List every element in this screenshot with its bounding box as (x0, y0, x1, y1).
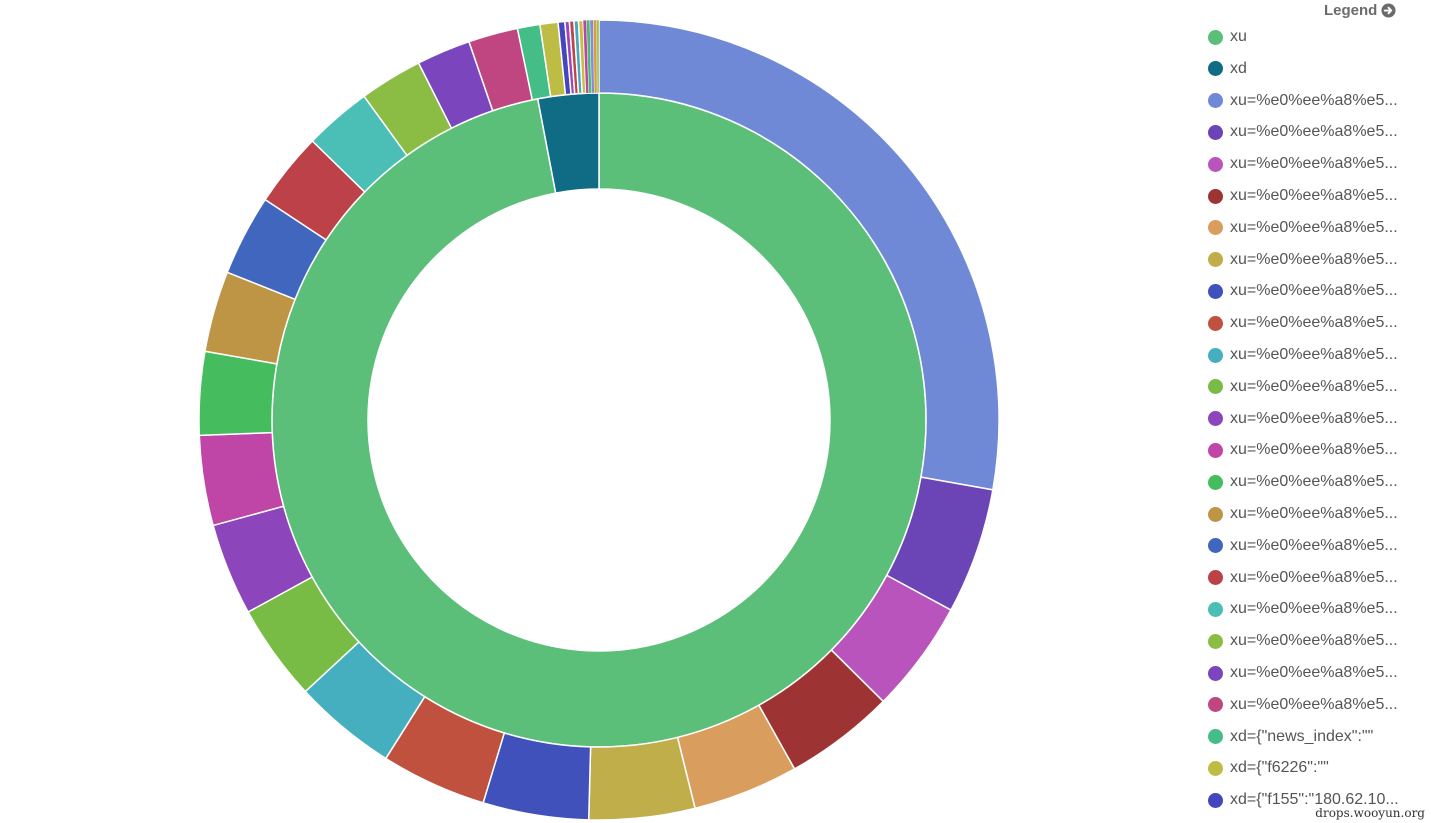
legend-color-dot (1208, 347, 1223, 363)
legend-label: xu=%e0%ee%a8%e5... (1230, 155, 1398, 173)
legend-label: xu=%e0%ee%a8%e5... (1230, 218, 1398, 236)
legend-title: Legend (1324, 2, 1378, 19)
donut-chart-svg (198, 19, 1000, 821)
legend-item[interactable]: xu=%e0%ee%a8%e5... (1200, 439, 1431, 461)
legend-label: xu=%e0%ee%a8%e5... (1230, 695, 1398, 713)
legend: Legend xu xd xu=%e0%ee%a8%e5... xu=%e0%ee%a… (1200, 0, 1431, 823)
legend-item[interactable]: xu=%e0%ee%a8%e5... (1200, 249, 1431, 271)
legend-label: xd (1230, 59, 1247, 77)
outer-ring-slice-12[interactable] (198, 350, 278, 437)
legend-item[interactable]: xu=%e0%ee%a8%e5... (1200, 503, 1431, 525)
legend-item[interactable]: xd={"f6226":"" (1200, 757, 1431, 779)
legend-item[interactable]: xd (1200, 58, 1431, 80)
legend-label: xu=%e0%ee%a8%e5... (1230, 536, 1398, 554)
legend-color-dot (1208, 220, 1223, 236)
legend-item[interactable]: xu=%e0%ee%a8%e5... (1200, 376, 1431, 398)
legend-label: xd={"news_index":"" (1230, 727, 1374, 745)
legend-item[interactable]: xu=%e0%ee%a8%e5... (1200, 153, 1431, 175)
legend-color-dot (1208, 697, 1223, 713)
legend-color-dot (1208, 474, 1223, 490)
legend-color-dot (1208, 283, 1223, 299)
legend-item[interactable]: xu=%e0%ee%a8%e5... (1200, 662, 1431, 684)
legend-label: xu=%e0%ee%a8%e5... (1230, 441, 1398, 459)
legend-item[interactable]: xd={"f155":"180.62.10... (1200, 789, 1431, 811)
legend-label: xu=%e0%ee%a8%e5... (1230, 632, 1398, 650)
legend-color-dot (1208, 124, 1223, 140)
legend-color-dot (1208, 188, 1223, 204)
arrow-circle-right-icon (1381, 3, 1396, 18)
legend-color-dot (1208, 411, 1223, 427)
legend-item[interactable]: xu=%e0%ee%a8%e5... (1200, 471, 1431, 493)
legend-label: xu=%e0%ee%a8%e5... (1230, 187, 1398, 204)
legend-label: xu=%e0%ee%a8%e5... (1230, 91, 1398, 109)
legend-item[interactable]: xu=%e0%ee%a8%e5... (1200, 630, 1431, 652)
legend-label: xu=%e0%ee%a8%e5... (1230, 505, 1398, 522)
legend-label: xu=%e0%ee%a8%e5... (1230, 346, 1398, 363)
legend-toggle[interactable]: Legend (1324, 2, 1396, 19)
legend-label: xu=%e0%ee%a8%e5... (1230, 282, 1398, 300)
legend-item[interactable]: xu=%e0%ee%a8%e5... (1200, 90, 1431, 112)
legend-color-dot (1208, 506, 1223, 522)
legend-item[interactable]: xu=%e0%ee%a8%e5... (1200, 280, 1431, 302)
legend-label: xu=%e0%ee%a8%e5... (1230, 473, 1398, 491)
legend-color-dot (1208, 760, 1223, 776)
legend-item[interactable]: xd={"news_index":"" (1200, 726, 1431, 748)
legend-color-dot (1208, 93, 1223, 109)
outer-ring-slice-31[interactable] (596, 19, 600, 94)
legend-color-dot (1208, 315, 1223, 331)
legend-color-dot (1208, 665, 1223, 681)
legend-label: xu=%e0%ee%a8%e5... (1230, 314, 1398, 332)
legend-item[interactable]: xu=%e0%ee%a8%e5... (1200, 694, 1431, 716)
legend-label: xu (1230, 28, 1247, 45)
legend-label: xu=%e0%ee%a8%e5... (1230, 409, 1398, 427)
legend-color-dot (1208, 29, 1223, 45)
outer-ring-slice-5[interactable] (587, 736, 696, 821)
legend-label: xu=%e0%ee%a8%e5... (1230, 123, 1398, 141)
legend-color-dot (1208, 61, 1223, 77)
legend-color-dot (1208, 601, 1223, 617)
legend-color-dot (1208, 442, 1223, 458)
legend-item[interactable]: xu=%e0%ee%a8%e5... (1200, 185, 1431, 207)
legend-color-dot (1208, 729, 1223, 745)
legend-item[interactable]: xu (1200, 26, 1431, 48)
legend-label: xu=%e0%ee%a8%e5... (1230, 664, 1398, 681)
legend-color-dot (1208, 633, 1223, 649)
legend-color-dot (1208, 156, 1223, 172)
donut-chart (198, 19, 1000, 821)
legend-color-dot (1208, 379, 1223, 395)
legend-color-dot (1208, 570, 1223, 586)
legend-item[interactable]: xu=%e0%ee%a8%e5... (1200, 567, 1431, 589)
legend-item[interactable]: xu=%e0%ee%a8%e5... (1200, 408, 1431, 430)
inner-ring-slice-0[interactable] (271, 92, 927, 748)
legend-item[interactable]: xu=%e0%ee%a8%e5... (1200, 598, 1431, 620)
legend-color-dot (1208, 538, 1223, 554)
legend-item[interactable]: xu=%e0%ee%a8%e5... (1200, 312, 1431, 334)
legend-label: xu=%e0%ee%a8%e5... (1230, 377, 1398, 395)
legend-label: xu=%e0%ee%a8%e5... (1230, 250, 1398, 268)
legend-label: xu=%e0%ee%a8%e5... (1230, 600, 1398, 618)
legend-item[interactable]: xu=%e0%ee%a8%e5... (1200, 217, 1431, 239)
legend-item[interactable]: xu=%e0%ee%a8%e5... (1200, 344, 1431, 366)
watermark: drops.wooyun.org (1315, 806, 1425, 820)
legend-label: xd={"f6226":"" (1230, 759, 1329, 777)
legend-color-dot (1208, 792, 1223, 808)
legend-item[interactable]: xu=%e0%ee%a8%e5... (1200, 121, 1431, 143)
legend-item[interactable]: xu=%e0%ee%a8%e5... (1200, 535, 1431, 557)
legend-label: xu=%e0%ee%a8%e5... (1230, 568, 1398, 586)
legend-color-dot (1208, 252, 1223, 268)
